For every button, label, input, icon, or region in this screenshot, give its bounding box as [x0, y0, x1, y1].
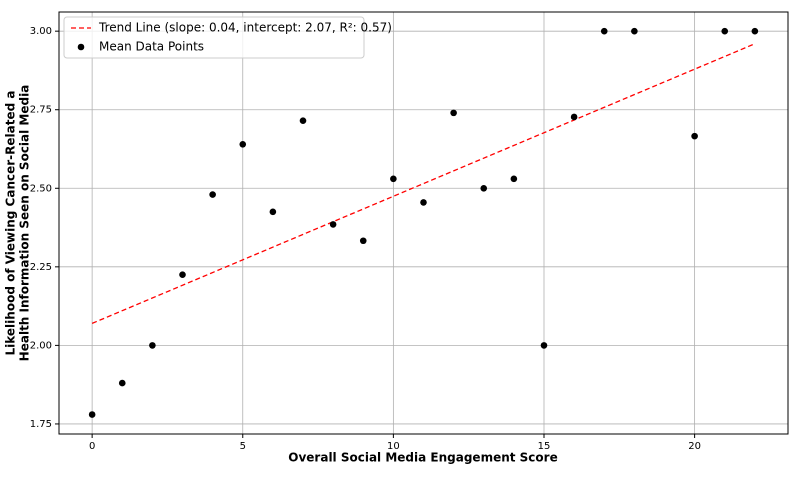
y-tick-label: 2.75: [30, 105, 52, 116]
y-tick-label: 2.00: [30, 340, 52, 351]
data-point: [149, 342, 156, 349]
legend-label: Mean Data Points: [99, 40, 204, 54]
plot-frame: [58, 11, 789, 435]
data-point: [691, 132, 698, 140]
data-point: [390, 175, 397, 183]
data-point: [600, 27, 608, 35]
data-point: [450, 109, 457, 117]
y-axis-label: Health Information Seen on Social Media: [18, 85, 32, 362]
y-tick-label: 1.75: [30, 419, 52, 430]
y-tick-label: 3.00: [30, 26, 52, 37]
data-point: [118, 379, 126, 387]
x-tick-label: 10: [387, 441, 400, 452]
data-point: [721, 27, 729, 35]
x-tick-label: 0: [89, 441, 95, 452]
data-point: [420, 199, 427, 206]
data-point: [299, 117, 307, 125]
data-point: [570, 113, 578, 121]
data-point: [359, 237, 367, 245]
data-point: [540, 342, 548, 349]
data-point: [631, 27, 638, 35]
data-point: [751, 27, 759, 35]
data-point: [239, 140, 247, 148]
data-point: [510, 175, 518, 183]
data-point: [209, 191, 216, 198]
y-tick-label: 2.25: [30, 262, 52, 273]
data-point: [480, 184, 488, 192]
x-tick-label: 15: [538, 441, 551, 452]
x-tick-label: 5: [240, 441, 246, 452]
data-point: [179, 271, 186, 278]
legend-box: [63, 16, 365, 59]
y-tick-label: 2.50: [30, 183, 52, 194]
data-point: [269, 208, 277, 216]
x-tick-label: 20: [688, 441, 701, 452]
legend-label: Trend Line (slope: 0.04, intercept: 2.07…: [98, 21, 392, 35]
legend-swatch: [77, 43, 85, 51]
y-axis-label: Likelihood of Viewing Cancer-Related a: [4, 91, 18, 356]
trend-line: [91, 43, 756, 324]
x-axis-label: Overall Social Media Engagement Score: [288, 451, 557, 465]
data-point: [329, 221, 337, 228]
data-point: [88, 411, 96, 418]
